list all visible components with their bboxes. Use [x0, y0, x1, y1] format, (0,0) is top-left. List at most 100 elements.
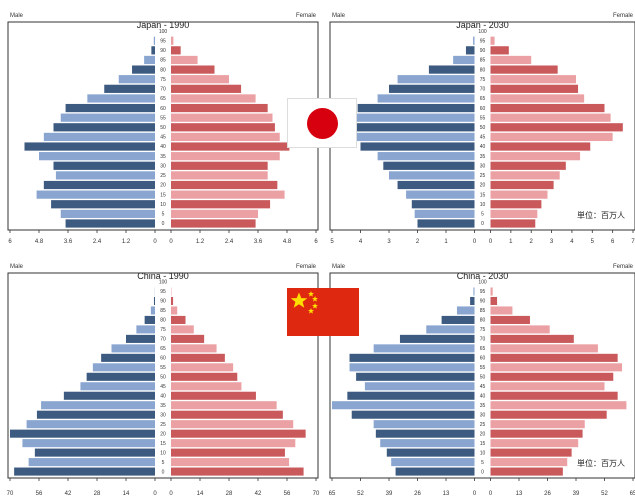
female-bar [171, 180, 278, 190]
male-label: Male [10, 13, 24, 19]
x-tick-label: 5 [330, 239, 334, 245]
x-tick-label: 0 [169, 239, 173, 245]
age-tick-label: 70 [480, 337, 486, 343]
female-bar [490, 353, 618, 362]
x-tick-label: 1.2 [122, 239, 131, 245]
male-bar [351, 410, 475, 419]
male-bar [406, 190, 475, 199]
age-tick-label: 65 [160, 346, 166, 352]
x-tick-label: 1.2 [196, 239, 205, 245]
male-bar [36, 190, 156, 199]
female-bar [171, 410, 283, 419]
x-tick-label: 70 [7, 491, 14, 497]
x-tick-label: 4 [359, 239, 363, 245]
chart-title: Japan - 2030 [456, 20, 509, 30]
x-tick-label: 3 [387, 239, 391, 245]
male-bar [51, 200, 156, 209]
female-bar [171, 372, 238, 381]
x-tick-label: 4.8 [35, 239, 44, 245]
female-bar [490, 420, 585, 429]
male-bar [65, 219, 155, 228]
age-tick-label: 70 [160, 87, 166, 93]
age-tick-label: 60 [480, 356, 486, 362]
male-bar [473, 287, 475, 296]
age-tick-label: 5 [162, 460, 165, 466]
male-bar [60, 113, 155, 122]
age-tick-label: 90 [480, 299, 486, 305]
age-tick-label: 55 [160, 115, 166, 121]
age-tick-label: 35 [160, 154, 166, 160]
female-bar [490, 306, 513, 315]
female-bar [171, 306, 178, 315]
female-bar [171, 200, 271, 209]
male-bar [349, 123, 475, 132]
age-tick-label: 40 [160, 393, 166, 399]
japan-flag-icon [287, 98, 357, 148]
male-bar [349, 353, 475, 362]
china-flag-small-star [312, 303, 318, 309]
male-bar [144, 315, 155, 324]
x-tick-label: 2.4 [225, 239, 234, 245]
age-tick-label: 30 [160, 412, 166, 418]
male-bar [453, 55, 475, 65]
x-tick-label: 6 [611, 239, 615, 245]
x-tick-label: 0 [473, 491, 477, 497]
age-tick-label: 0 [162, 469, 165, 475]
female-bar [171, 334, 205, 343]
female-bar [171, 36, 174, 45]
male-bar [14, 467, 156, 476]
age-tick-label: 50 [160, 375, 166, 381]
male-bar [144, 55, 155, 65]
age-tick-label: 15 [160, 192, 166, 198]
female-bar [490, 410, 607, 419]
male-bar [373, 420, 475, 429]
male-bar [470, 296, 475, 306]
x-tick-label: 13 [443, 491, 450, 497]
female-bar [490, 325, 550, 334]
age-tick-label: 100 [159, 29, 168, 35]
female-bar [490, 467, 563, 476]
age-tick-label: 75 [480, 77, 486, 83]
female-bar [490, 401, 627, 410]
age-tick-label: 95 [160, 38, 166, 44]
x-tick-label: 28 [94, 491, 101, 497]
female-bar [490, 75, 576, 84]
age-tick-label: 25 [480, 422, 486, 428]
male-bar [43, 132, 156, 142]
female-bar [490, 180, 554, 190]
female-bar [171, 344, 217, 353]
x-tick-label: 1 [509, 239, 513, 245]
female-bar [171, 439, 296, 448]
female-bar [171, 94, 256, 103]
male-bar [63, 391, 155, 400]
female-bar [490, 363, 623, 372]
age-tick-label: 35 [160, 403, 166, 409]
age-tick-label: 35 [480, 403, 486, 409]
x-tick-label: 5 [591, 239, 595, 245]
male-bar [465, 46, 475, 55]
male-bar [377, 94, 475, 103]
female-bar [171, 55, 198, 65]
female-bar [171, 46, 181, 55]
x-tick-label: 70 [313, 491, 320, 497]
male-bar [34, 448, 155, 457]
female-bar [490, 103, 605, 113]
age-tick-label: 10 [160, 202, 166, 208]
age-tick-label: 60 [160, 356, 166, 362]
male-bar [383, 161, 475, 170]
male-bar [364, 382, 475, 391]
x-tick-label: 65 [630, 491, 635, 497]
male-bar [357, 103, 475, 113]
male-bar [53, 123, 155, 132]
female-bar [171, 103, 268, 113]
age-tick-label: 75 [160, 77, 166, 83]
male-bar [87, 94, 155, 103]
female-bar [490, 132, 613, 142]
female-bar [490, 123, 623, 132]
x-tick-label: 65 [329, 491, 336, 497]
age-tick-label: 45 [160, 135, 166, 141]
age-tick-label: 25 [480, 173, 486, 179]
female-bar [171, 161, 268, 170]
china-flag-icon [287, 288, 359, 336]
female-bar [171, 123, 275, 132]
